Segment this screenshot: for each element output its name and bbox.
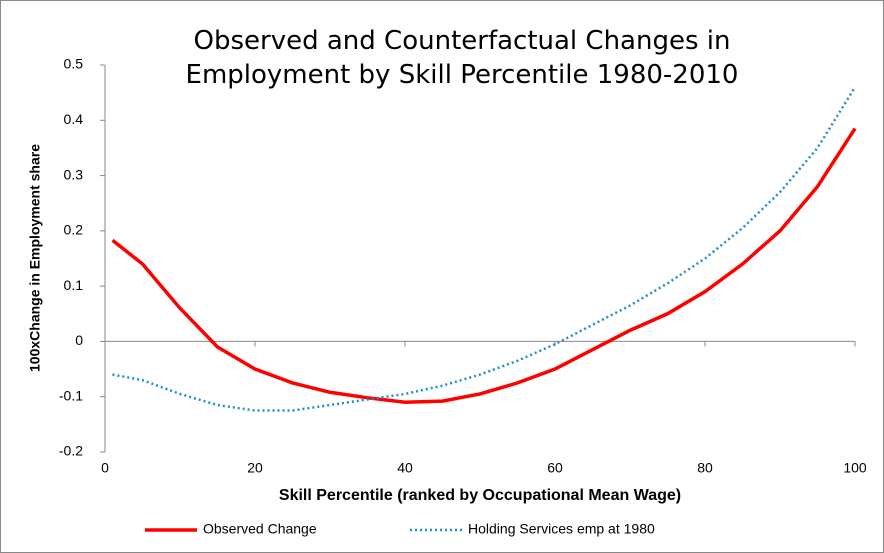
x-tick-label: 20 bbox=[247, 460, 263, 476]
x-tick-label: 0 bbox=[101, 460, 109, 476]
x-axis-label: Skill Percentile (ranked by Occupational… bbox=[279, 487, 681, 504]
y-tick-label: 0.1 bbox=[64, 277, 84, 293]
y-tick-label: 0.4 bbox=[64, 111, 84, 127]
y-tick-label: 0 bbox=[75, 332, 83, 348]
x-tick-label: 100 bbox=[843, 460, 867, 476]
legend-label: Holding Services emp at 1980 bbox=[468, 521, 655, 537]
y-tick-label: 0.3 bbox=[64, 166, 84, 182]
y-axis-label: 100xChange in Employment share bbox=[27, 144, 43, 372]
y-tick-label: 0.5 bbox=[64, 56, 84, 72]
x-tick-label: 40 bbox=[397, 460, 413, 476]
y-tick-label: -0.2 bbox=[59, 443, 83, 459]
x-tick-label: 80 bbox=[697, 460, 713, 476]
y-tick-label: 0.2 bbox=[64, 222, 84, 238]
x-tick-label: 60 bbox=[547, 460, 563, 476]
series-line bbox=[111, 127, 857, 404]
legend-label: Observed Change bbox=[203, 521, 317, 537]
chart-title: Observed and Counterfactual Changes in E… bbox=[185, 26, 739, 90]
series-line bbox=[112, 86, 857, 412]
y-tick-label: -0.1 bbox=[59, 387, 83, 403]
